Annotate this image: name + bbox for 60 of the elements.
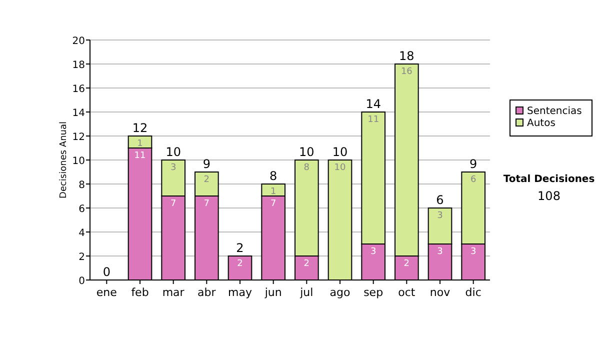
data-label: 6 (470, 175, 476, 185)
data-label: 7 (170, 199, 176, 209)
data-label: 7 (270, 199, 276, 209)
data-label: 2 (404, 259, 410, 269)
x-tick-label: ene (96, 286, 118, 299)
legend-label: Sentencias (527, 106, 582, 117)
data-label: 3 (470, 247, 476, 257)
x-tick-label: dic (465, 286, 482, 299)
x-tick-label: mar (162, 286, 185, 299)
x-tick-label: sep (364, 286, 384, 299)
x-tick-label: jul (299, 286, 314, 299)
y-tick-label: 10 (72, 156, 85, 167)
x-tick-label: ago (330, 286, 350, 299)
data-label: 1 (137, 139, 143, 149)
data-label: 3 (437, 247, 443, 257)
data-label: 3 (370, 247, 376, 257)
text: Total Decisiones (503, 174, 595, 185)
total-label: 10 (166, 145, 181, 159)
total-label: 14 (366, 97, 381, 111)
data-label: 11 (368, 115, 380, 125)
data-label: 11 (134, 151, 146, 161)
y-tick-label: 20 (72, 36, 85, 47)
data-label: 3 (437, 211, 443, 221)
data-label: 10 (334, 163, 346, 173)
x-tick-label: abr (198, 286, 216, 299)
data-label: 2 (204, 175, 210, 185)
total-label: 9 (470, 157, 478, 171)
y-tick-label: 6 (78, 204, 85, 215)
x-tick-label: feb (131, 286, 149, 299)
y-axis-title: Decisiones Anual (59, 122, 69, 198)
text: 108 (538, 189, 560, 203)
data-label: 16 (400, 67, 413, 77)
total-label: 18 (399, 49, 414, 63)
total-label: 6 (436, 193, 444, 207)
data-label: 8 (304, 163, 310, 173)
x-tick-label: oct (398, 286, 416, 299)
x-tick-label: nov (430, 286, 451, 299)
total-label: 0 (102, 265, 110, 279)
data-label: 2 (304, 259, 310, 269)
total-label: 10 (332, 145, 348, 159)
legend-label: Autos (527, 118, 556, 129)
y-tick-label: 12 (72, 132, 85, 143)
total-label: 9 (202, 157, 210, 171)
total-label: 8 (270, 169, 278, 183)
y-tick-label: 8 (78, 180, 85, 191)
total-label: 12 (132, 121, 148, 135)
y-tick-label: 4 (78, 228, 85, 239)
total-label: 2 (236, 241, 244, 255)
y-tick-label: 14 (72, 108, 85, 119)
y-tick-label: 16 (72, 84, 85, 95)
x-tick-label: jun (264, 286, 282, 299)
x-tick-label: may (228, 286, 252, 299)
y-tick-label: 2 (78, 252, 85, 263)
total-label: 10 (299, 145, 314, 159)
data-label: 7 (204, 199, 210, 209)
data-label: 2 (237, 259, 243, 269)
y-tick-label: 18 (72, 60, 85, 71)
data-label: 3 (170, 163, 176, 173)
y-tick-label: 0 (78, 276, 85, 287)
data-label: 1 (270, 187, 276, 197)
